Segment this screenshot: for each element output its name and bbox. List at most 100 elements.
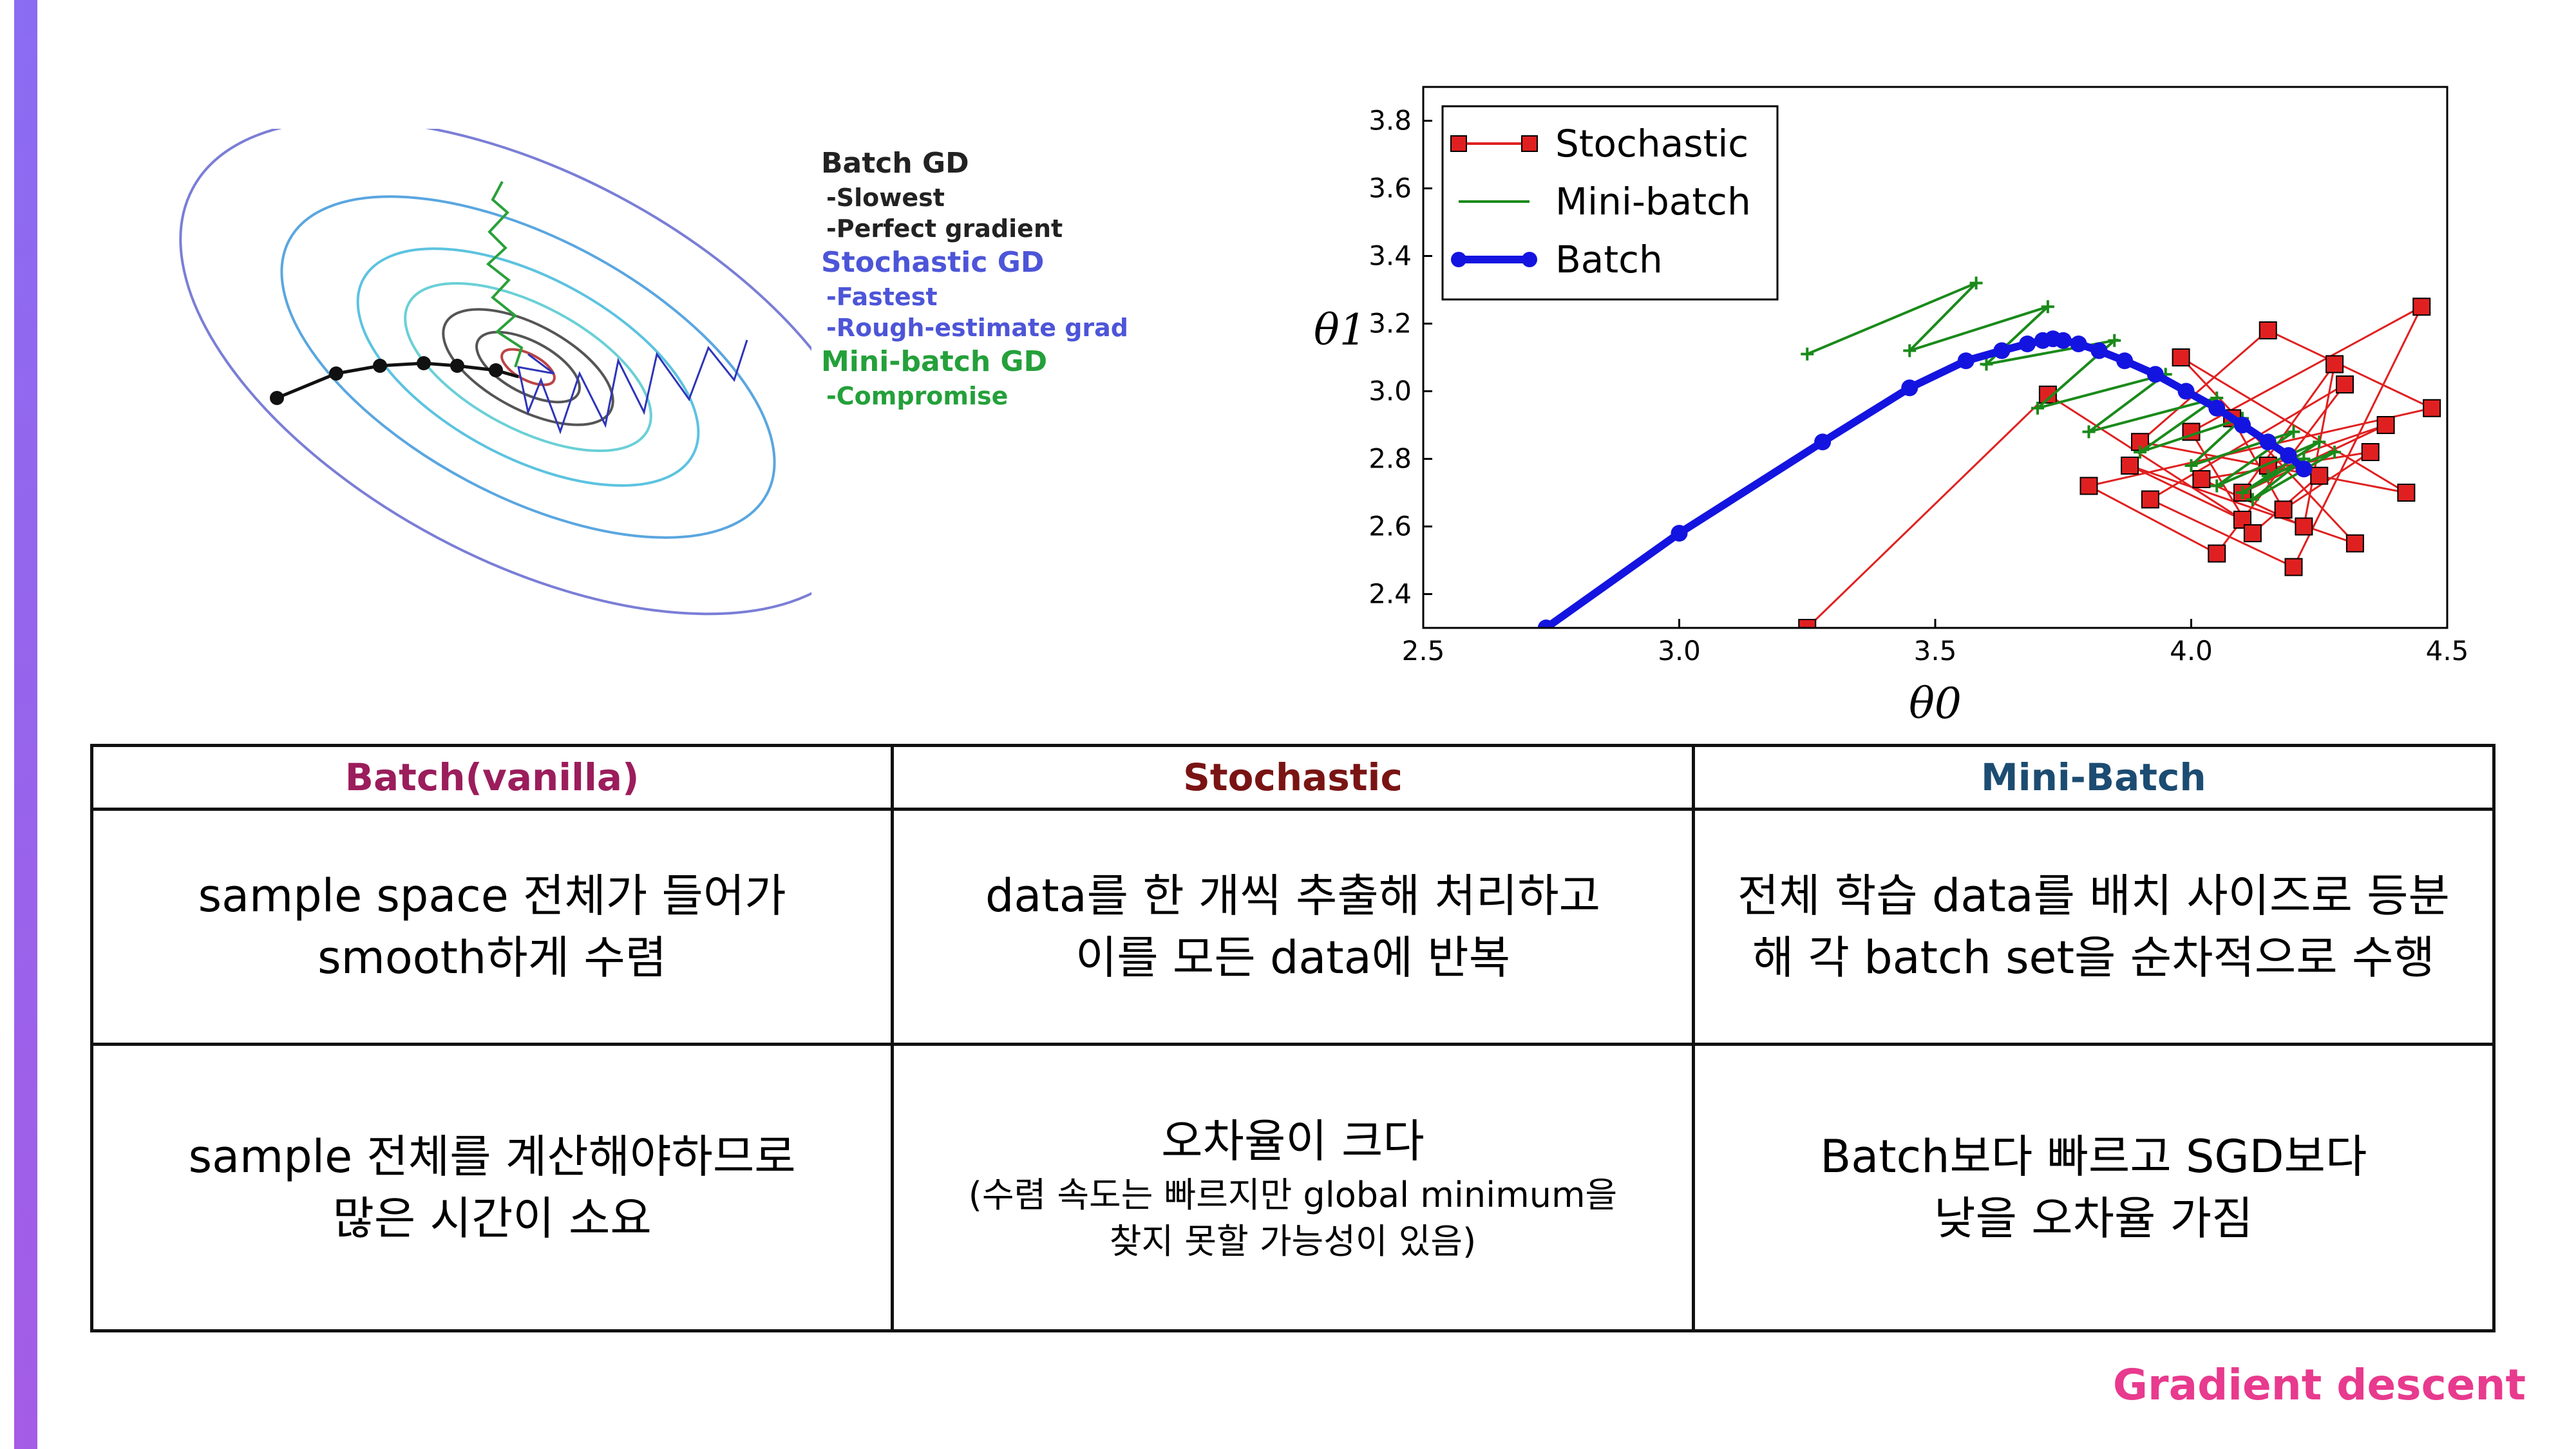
- batch-step: [270, 391, 284, 405]
- data-point: [2328, 446, 2342, 459]
- batch-step: [373, 359, 387, 373]
- series-stochastic: [1798, 298, 2441, 628]
- data-point: [2259, 321, 2277, 339]
- data-point: [2108, 334, 2121, 347]
- legend-label: Stochastic: [1555, 122, 1748, 166]
- data-point: [2280, 447, 2297, 464]
- batch-gd-item: -Perfect gradient: [826, 214, 1063, 243]
- x-tick-label: 4.5: [2426, 635, 2469, 667]
- batch-gd-item: -Slowest: [826, 184, 945, 212]
- data-point: [2284, 558, 2303, 576]
- cell-batch-cost: sample 전체를 계산해야하므로 많은 시간이 소요: [90, 1043, 895, 1332]
- data-point: [2287, 425, 2300, 439]
- data-point: [2234, 417, 2251, 433]
- data-point: [1903, 344, 1917, 357]
- legend-marker: [1450, 135, 1467, 152]
- data-point: [2054, 332, 2072, 349]
- series-line: [1544, 335, 2307, 628]
- contour-illustration: [179, 129, 811, 616]
- x-tick-label: 3.5: [1914, 635, 1957, 667]
- legend-label: Batch: [1555, 238, 1663, 281]
- cell-line: 낮을 오차율 가짐: [1934, 1192, 2253, 1245]
- x-axis-label: θ0: [1909, 679, 1962, 728]
- comparison-table: Batch(vanilla) Stochastic Mini-Batch sam…: [90, 744, 2496, 1332]
- data-point: [2310, 466, 2329, 485]
- x-tick-label: 4.0: [2170, 635, 2213, 667]
- data-point: [2295, 460, 2313, 478]
- cell-line: 많은 시간이 소요: [332, 1192, 652, 1245]
- legend-label: Mini-batch: [1555, 180, 1751, 223]
- data-point: [2082, 425, 2096, 439]
- data-point: [2031, 401, 2044, 415]
- batch-step: [450, 359, 464, 373]
- footer-title: Gradient descent: [2112, 1360, 2526, 1410]
- y-tick-label: 3.2: [1368, 308, 1412, 339]
- data-point: [2295, 517, 2313, 536]
- data-point: [2313, 435, 2326, 449]
- cell-line: 해 각 batch set을 순차적으로 수행: [1752, 931, 2435, 984]
- cell-line: Batch보다 빠르고 SGD보다: [1820, 1130, 2367, 1183]
- data-point: [1537, 620, 1555, 628]
- cell-stochastic-process: data를 한 개씩 추출해 처리하고 이를 모든 data에 반복: [891, 808, 1695, 1046]
- data-point: [2361, 443, 2380, 461]
- data-point: [2412, 298, 2431, 316]
- y-tick-label: 2.6: [1368, 511, 1412, 542]
- data-point: [2274, 500, 2293, 519]
- series-mini-batch: [1801, 276, 2342, 506]
- data-point: [1814, 433, 1832, 451]
- data-point: [1901, 379, 1918, 397]
- contour-ring: [404, 281, 652, 453]
- cell-line: 이를 모든 data에 반복: [1075, 931, 1511, 984]
- minibatch-gd-item: -Compromise: [826, 382, 1009, 410]
- cell-line: sample 전체를 계산해야하므로: [188, 1130, 796, 1183]
- data-point: [2177, 383, 2195, 400]
- accent-bar: [14, 0, 37, 1449]
- batch-gd-title: Batch GD: [821, 147, 969, 180]
- data-point: [2208, 544, 2226, 563]
- cell-note: 찾지 못할 가능성이 있음): [1109, 1221, 1477, 1262]
- data-point: [2041, 300, 2054, 314]
- data-point: [2336, 375, 2354, 393]
- data-point: [2134, 446, 2146, 459]
- data-point: [2259, 433, 2277, 451]
- cell-line: data를 한 개씩 추출해 처리하고: [985, 869, 1601, 922]
- data-point: [2121, 457, 2139, 475]
- data-point: [2172, 348, 2190, 366]
- data-point: [2146, 366, 2164, 383]
- data-point: [1798, 619, 1817, 628]
- legend-marker: [1451, 252, 1466, 267]
- cell-line: 오차율이 크다: [1161, 1115, 1425, 1168]
- cell-note: (수렴 속도는 빠르지만 global minimum을: [968, 1175, 1618, 1215]
- batch-step: [329, 366, 343, 381]
- cell-minibatch-process: 전체 학습 data를 배치 사이즈로 등분 해 각 batch set을 순차…: [1691, 808, 2496, 1046]
- contour-ring: [442, 308, 614, 426]
- minibatch-path: [486, 181, 524, 368]
- data-point: [2184, 459, 2198, 472]
- data-point: [2261, 469, 2275, 482]
- x-tick-label: 3.0: [1658, 635, 1701, 667]
- batch-step: [489, 363, 503, 377]
- data-point: [2246, 493, 2259, 506]
- header-minibatch: Mini-Batch: [1691, 744, 2496, 811]
- contour-ring: [179, 129, 811, 616]
- legend-marker: [1521, 135, 1538, 152]
- data-point: [1980, 357, 1993, 371]
- y-tick-label: 2.4: [1368, 578, 1412, 610]
- data-point: [2208, 399, 2226, 417]
- series-line: [1806, 281, 2336, 501]
- series-batch: [1537, 330, 2313, 628]
- data-point: [1801, 347, 1814, 361]
- data-point: [2397, 484, 2416, 502]
- stochastic-gd-item: -Rough-estimate grad: [826, 314, 1128, 342]
- data-point: [2210, 479, 2224, 493]
- y-tick-label: 3.0: [1368, 375, 1412, 407]
- y-tick-label: 3.4: [1368, 240, 1412, 272]
- cell-minibatch-cost: Batch보다 빠르고 SGD보다 낮을 오차율 가짐: [1691, 1043, 2496, 1332]
- cell-line: 전체 학습 data를 배치 사이즈로 등분: [1737, 869, 2450, 922]
- trajectory-chart: 2.5 3.0 3.5 4.0 4.5 2.4 2.6 2.8 3.0 3.2 3.4 3.6 3.8 θ…: [1314, 86, 2469, 728]
- stochastic-path: [517, 339, 748, 435]
- gd-legend: Batch GD -Slowest -Perfect gradient Stoc…: [821, 145, 1128, 412]
- batch-step: [417, 356, 431, 370]
- cell-line: smooth하게 수렴: [317, 931, 667, 984]
- data-point: [2345, 534, 2364, 553]
